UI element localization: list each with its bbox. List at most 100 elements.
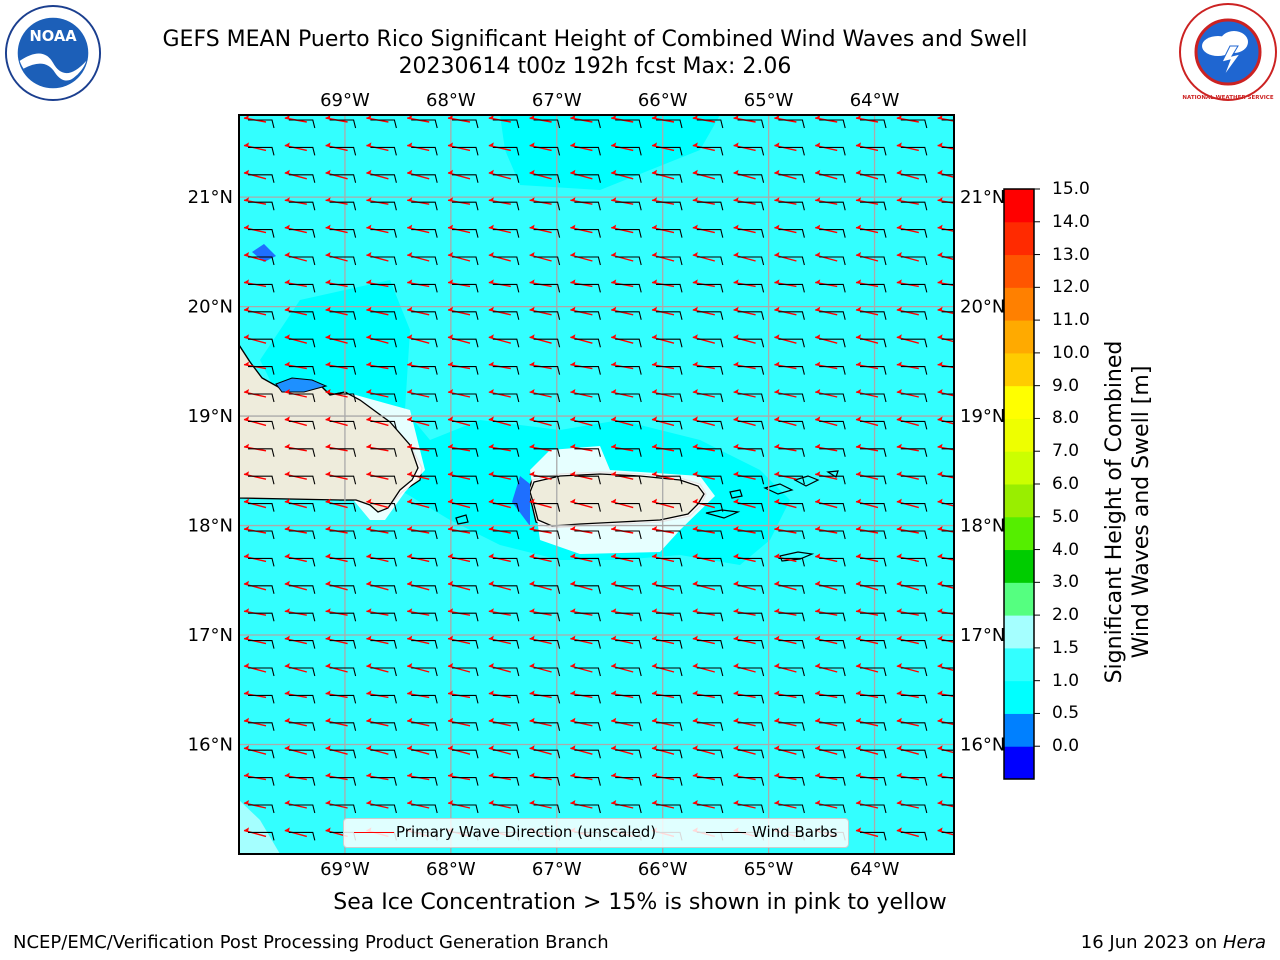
wave-arrow-head [774,361,780,366]
wind-barb [248,420,275,430]
wave-arrow-head [896,252,902,256]
wind-barb [492,311,520,320]
wind-barb [900,283,928,293]
wave-arrow [692,665,715,673]
wind-barb [900,119,928,129]
wave-arrow-head [244,663,249,667]
wind-barb [533,366,561,375]
wind-barb [860,146,887,156]
wave-arrow [529,665,552,673]
wave-arrow-head [488,416,494,421]
wave-arrow [774,336,797,344]
wind-barb [411,448,438,457]
wave-arrow [815,747,838,755]
wave-arrow-head [896,690,902,695]
wave-arrow [488,336,511,344]
colorbar-tick-label: 7.0 [1052,441,1080,462]
wind-barb [778,338,805,348]
wave-arrow-head [529,690,535,695]
wind-barb [656,201,683,211]
wave-arrow-head [733,334,739,339]
wave-arrow-head [896,142,902,147]
colorbar-tick-label: 2.0 [1052,605,1080,626]
wave-arrow-head [774,224,780,229]
wind-barb [574,475,601,485]
wave-arrow-head [529,279,535,284]
wind-barb [411,393,438,403]
wave-arrow-head [692,361,698,366]
wind-barb [329,174,357,183]
wind-barb [452,694,479,704]
wave-arrow [243,583,267,591]
wave-arrow-head [529,252,535,256]
wind-barb [248,311,275,320]
wave-arrow [896,254,919,262]
wind-barb [900,557,928,567]
wave-arrow-head [774,800,780,804]
wave-arrow-head [611,498,617,503]
wave-arrow-head [896,553,902,558]
nws-logo-text: NATIONAL WEATHER SERVICE [1182,95,1273,101]
wind-barb [941,338,954,340]
wave-arrow-head [366,361,372,366]
wave-arrow-head [488,608,494,613]
wave-arrow-head [244,197,249,202]
wave-arrow-head [325,663,331,667]
wind-barb [696,804,724,814]
wave-arrow-head [815,197,821,202]
wind-barb [860,448,887,457]
wind-barb [288,694,316,704]
wind-barb [778,256,805,266]
wind-barb [819,503,846,512]
wind-barb [492,503,520,512]
wave-arrow-head [937,252,943,256]
wave-arrow [407,500,430,509]
wave-arrow-head [937,635,943,640]
wind-barb [411,311,438,320]
wave-arrow-head [937,553,943,558]
wind-barb [329,694,357,704]
wave-arrow [855,418,879,427]
wave-arrow [529,418,552,427]
wave-arrow-head [896,334,902,339]
wave-arrow-head [529,389,535,393]
wave-arrow [611,500,634,509]
wave-arrow-head [896,717,902,722]
wave-arrow-head [448,635,453,640]
wind-barb [533,201,561,211]
wind-barb [574,557,601,567]
island-vieques [705,509,741,519]
wind-barb [411,119,438,129]
wave-arrow [692,583,715,591]
wave-arrow-head [244,608,249,613]
colorbar-tick-label: 4.0 [1052,539,1080,560]
wind-barb [493,860,519,868]
wave-arrow-head [733,389,739,393]
wind-barb [288,311,316,320]
wind-barb [574,119,601,129]
wind-barb [288,530,316,540]
wind-barb [248,667,275,677]
wave-arrow-head [529,745,535,750]
wave-arrow-head [489,855,494,859]
wave-arrow-head [570,772,576,777]
wind-barb [452,804,479,814]
wave-arrow-head [407,717,413,722]
island-turks-bank [275,377,328,393]
wave-arrow [733,747,756,755]
wave-arrow-head [570,389,576,393]
wave-arrow [611,858,633,862]
colorbar-tick-label: 12.0 [1052,277,1090,298]
wave-arrow-head [448,772,453,777]
wave-arrow-head [244,745,249,750]
wave-arrow-head [896,608,902,613]
wave-arrow-head [366,553,372,558]
wind-barb [574,256,601,266]
wind-barb [329,612,357,622]
wave-arrow-head [733,252,739,256]
lon-label-top: 65°W [744,90,794,111]
wave-arrow [447,747,471,755]
wind-barb [574,722,601,731]
wave-arrow [570,254,593,262]
